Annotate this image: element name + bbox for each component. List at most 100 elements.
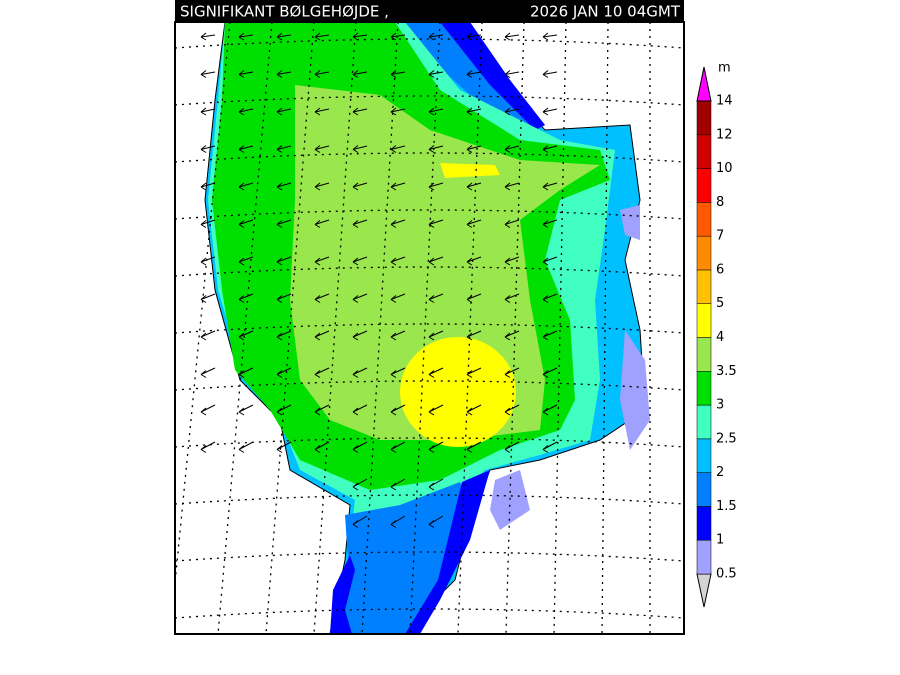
arrow [504, 256, 520, 266]
arrow [504, 32, 520, 41]
arrow [314, 330, 330, 341]
legend-swatch [696, 371, 712, 406]
arrow [314, 219, 330, 228]
arrow [466, 293, 482, 303]
arrow [238, 32, 254, 41]
arrow [390, 515, 406, 528]
arrow [542, 219, 558, 228]
arrow [314, 107, 330, 116]
arrow [276, 441, 292, 453]
map [175, 22, 684, 634]
arrow [542, 330, 558, 341]
legend-swatch [696, 303, 712, 338]
arrow [428, 70, 444, 78]
parallel [175, 380, 684, 391]
legend-label: 2 [716, 465, 724, 480]
arrow [504, 367, 520, 378]
arrow [542, 404, 558, 416]
parallel [175, 95, 684, 106]
arrow [504, 293, 520, 303]
arrow [428, 367, 444, 378]
arrow [200, 107, 216, 116]
arrow [504, 441, 520, 453]
arrow [428, 404, 444, 416]
legend-swatch [696, 100, 712, 136]
arrow [200, 70, 216, 78]
arrow [390, 330, 406, 341]
arrow [504, 404, 520, 416]
arrow [352, 293, 368, 303]
legend-swatch [696, 202, 712, 237]
arrow [200, 441, 216, 453]
arrow [238, 330, 254, 341]
parallel [175, 323, 684, 334]
arrow [314, 293, 330, 303]
legend-label: 8 [716, 195, 724, 210]
arrow [428, 32, 444, 41]
arrow [352, 70, 368, 78]
legend-swatch [696, 134, 712, 169]
arrow [466, 367, 482, 378]
arrow [352, 515, 368, 528]
arrow [314, 32, 330, 41]
arrow [352, 404, 368, 416]
arrow [390, 219, 406, 228]
arrow [276, 256, 292, 266]
legend-label: 12 [716, 127, 733, 142]
arrow [542, 32, 558, 41]
arrow [238, 219, 254, 228]
arrow [238, 256, 254, 266]
arrow [276, 32, 292, 41]
sea-0.5-1 [620, 205, 640, 240]
arrow [200, 367, 216, 378]
arrow [542, 293, 558, 303]
arrow [352, 330, 368, 341]
arrow [238, 293, 254, 303]
arrow [466, 330, 482, 341]
arrow [276, 182, 292, 191]
parallel [175, 38, 684, 49]
arrow [542, 256, 558, 266]
arrow [542, 145, 558, 153]
arrow [428, 219, 444, 228]
arrow [238, 404, 254, 416]
arrow [314, 70, 330, 78]
arrow [200, 219, 216, 228]
arrow [466, 32, 482, 41]
legend-unit: m [718, 61, 731, 76]
arrow [238, 182, 254, 191]
meridian [217, 22, 273, 634]
arrow [200, 32, 216, 41]
sea-0.5-1 [620, 330, 650, 450]
arrow [390, 404, 406, 416]
arrow [314, 145, 330, 153]
sea-1-1.5 [330, 555, 355, 634]
arrow [276, 145, 292, 153]
arrow [276, 293, 292, 303]
arrow [504, 145, 520, 153]
arrow [238, 367, 254, 378]
legend-label: 0.5 [716, 567, 737, 582]
arrow [542, 441, 558, 453]
title-bar [175, 0, 684, 22]
meridian [265, 22, 315, 634]
legend-swatch [696, 472, 712, 507]
arrow [542, 107, 558, 116]
arrow [238, 145, 254, 153]
arrow [390, 107, 406, 116]
arrow [466, 404, 482, 416]
legend-swatch [696, 337, 712, 372]
wind-arrows [200, 32, 558, 528]
arrow [238, 107, 254, 116]
arrow [276, 367, 292, 378]
arrow [542, 182, 558, 191]
parallel [175, 437, 684, 448]
arrow [352, 107, 368, 116]
parallel [175, 152, 684, 163]
arrow [504, 330, 520, 341]
parallel [175, 608, 684, 619]
arrow [200, 182, 216, 191]
arrow [314, 441, 330, 453]
arrow [314, 256, 330, 266]
